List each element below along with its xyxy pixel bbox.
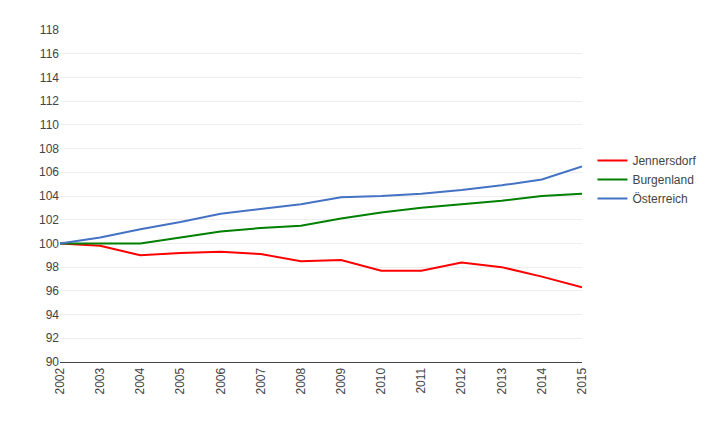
svg-text:2010: 2010 xyxy=(374,367,388,394)
svg-text:2005: 2005 xyxy=(173,367,187,394)
svg-text:90: 90 xyxy=(46,355,60,369)
svg-text:114: 114 xyxy=(40,71,59,85)
svg-text:2015: 2015 xyxy=(575,367,589,394)
svg-text:100: 100 xyxy=(39,237,59,251)
svg-text:2012: 2012 xyxy=(454,367,468,394)
svg-text:2007: 2007 xyxy=(254,367,268,394)
svg-text:2014: 2014 xyxy=(535,367,549,394)
svg-text:108: 108 xyxy=(39,142,59,156)
svg-text:2004: 2004 xyxy=(133,367,147,394)
svg-text:Burgenland: Burgenland xyxy=(632,173,693,187)
svg-text:116: 116 xyxy=(40,47,59,61)
svg-text:2011: 2011 xyxy=(414,367,428,393)
svg-text:96: 96 xyxy=(46,284,60,298)
svg-text:2009: 2009 xyxy=(334,367,348,394)
svg-text:102: 102 xyxy=(39,213,59,227)
svg-text:94: 94 xyxy=(46,308,60,322)
svg-text:110: 110 xyxy=(40,118,59,132)
svg-text:104: 104 xyxy=(39,189,59,203)
svg-text:106: 106 xyxy=(39,165,59,179)
svg-text:Österreich: Österreich xyxy=(632,192,687,206)
svg-text:2003: 2003 xyxy=(93,367,107,394)
svg-text:98: 98 xyxy=(46,260,60,274)
svg-text:2013: 2013 xyxy=(495,367,509,394)
svg-text:Jennersdorf: Jennersdorf xyxy=(632,154,696,168)
svg-text:2008: 2008 xyxy=(294,367,308,394)
svg-text:118: 118 xyxy=(40,23,59,37)
svg-text:92: 92 xyxy=(46,331,60,345)
svg-text:112: 112 xyxy=(40,94,59,108)
svg-text:2006: 2006 xyxy=(214,367,228,394)
svg-text:2002: 2002 xyxy=(53,367,67,394)
